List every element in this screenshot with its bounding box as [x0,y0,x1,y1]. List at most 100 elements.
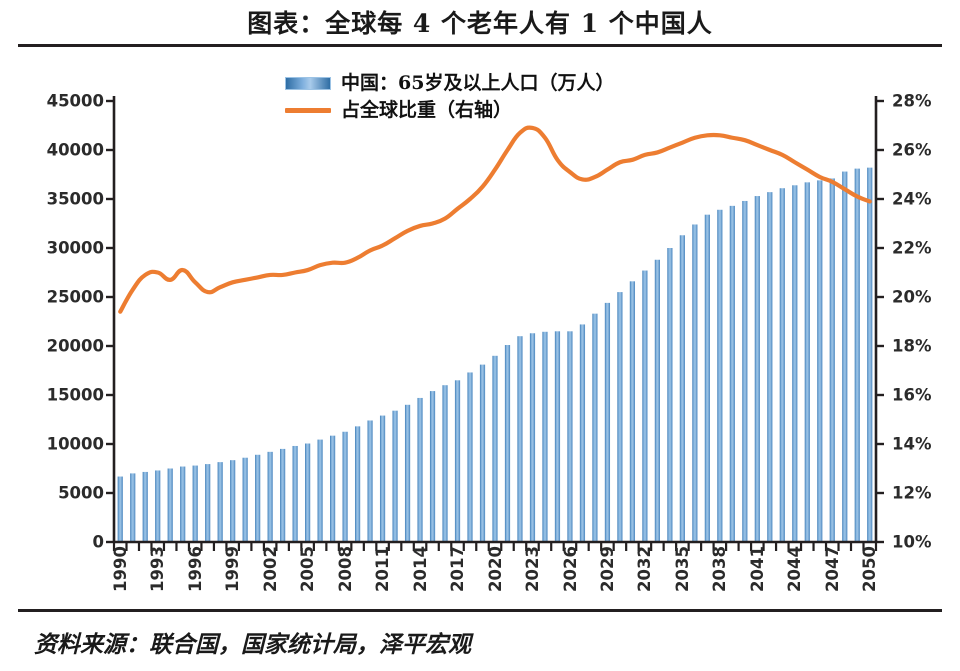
bar [717,209,723,542]
bar [317,439,323,542]
bar [579,324,586,542]
bar [829,178,835,543]
x-axis-tick: 2041 [743,546,771,616]
x-axis-tick: 2050 [856,546,884,616]
bar [280,448,286,542]
bar [255,454,261,542]
x-axis-tick-label: 2011 [373,546,393,592]
x-axis-tick: 2005 [294,546,322,616]
y-axis-right-tick-label: 20% [892,287,932,307]
bar [379,415,386,542]
y-axis-right-tick-label: 28% [892,91,932,111]
bar [367,420,373,542]
y-axis-left-tick-label: 25000 [46,287,104,307]
x-axis-tick: 2020 [481,546,509,616]
y-axis-left-tick-label: 45000 [46,91,104,111]
x-axis-tick-label: 1990 [110,546,130,592]
bar [130,473,136,542]
x-axis-tick: 2044 [781,546,809,616]
bar [729,205,735,543]
bar [404,404,411,542]
bar [842,171,848,542]
line-series [118,125,872,314]
x-axis-tick: 2035 [668,546,696,616]
x-axis-tick-label: 2014 [410,546,430,592]
y-axis-right-tick-label: 12% [892,483,932,503]
x-axis-tick-label: 1999 [223,546,243,592]
bar [354,426,361,542]
bar [704,214,710,542]
bar [492,355,498,542]
bar [742,200,748,542]
bar [305,443,311,542]
x-axis-tick-label: 1996 [185,546,205,592]
x-axis-tick: 2026 [556,546,584,616]
x-axis-tick-label: 1993 [148,546,168,592]
x-axis-tick-label: 2035 [672,546,692,592]
y-axis-left-tick-label: 30000 [46,238,104,258]
bar [292,445,298,542]
x-axis-tick: 2017 [444,546,472,616]
y-axis-left-tick-label: 15000 [46,385,104,405]
bar [217,462,223,542]
x-axis-tick: 1999 [219,546,247,616]
bar [779,188,785,542]
bar [617,292,623,542]
page-title: 图表：全球每 4 个老年人有 1 个中国人 [247,9,713,38]
x-axis-tick-label: 2047 [822,546,842,592]
x-axis-tick-label: 2017 [448,546,467,592]
y-axis-left-tick-label: 10000 [46,434,104,454]
x-axis-tick-label: 2002 [260,546,280,592]
bar [205,464,211,542]
bar [642,270,648,542]
divider-bottom [18,609,942,612]
legend-line-label: 占全球比重（右轴） [341,99,513,121]
bar [592,313,598,542]
y-axis-right-tick-label: 16% [892,385,932,405]
bar [542,331,548,542]
bar [504,345,511,542]
bar [654,259,660,542]
bar [854,168,860,542]
x-axis-tick-label: 2026 [560,546,580,592]
bar [454,380,461,542]
bar [192,465,198,542]
divider-top [18,44,942,47]
bar [792,185,798,542]
x-axis-tick: 1993 [144,546,172,616]
bar [679,235,685,542]
y-axis-right-tick-label: 26% [892,140,932,160]
bar [479,364,486,542]
bar [767,192,773,542]
legend-bar-swatch-icon [285,77,331,90]
bar [230,460,236,542]
bar [117,476,123,542]
chart-title-bar: 图表：全球每 4 个老年人有 1 个中国人 [0,0,960,44]
y-axis-left-tick-label: 35000 [46,189,104,209]
y-axis-left-tick-label: 20000 [46,336,104,356]
bar [629,281,636,542]
bar [242,457,248,542]
x-axis-tick-label: 2020 [485,546,505,592]
bar [167,468,173,542]
bar [567,331,573,542]
y-axis-right-tick-label: 22% [892,238,932,258]
x-axis-tick: 2014 [406,546,434,616]
bar [392,410,398,542]
x-axis-tick: 2038 [706,546,734,616]
bar [142,471,148,542]
source-text: 资料来源：联合国，国家统计局，泽平宏观 [34,631,471,658]
x-axis-tick-label: 2044 [785,546,805,592]
x-axis-tick: 2047 [818,546,846,616]
x-axis-tick-label: 2050 [860,546,880,592]
x-axis-tick: 2032 [631,546,659,616]
legend-line-swatch-icon [285,108,331,113]
x-axis-tick-label: 2041 [747,546,767,592]
x-axis-tick-label: 2029 [597,546,617,592]
x-axis-tick: 2008 [331,546,359,616]
bar [692,224,698,543]
bar [554,331,561,542]
y-axis-right-tick-label: 14% [892,434,932,454]
x-axis-tick: 2002 [256,546,284,616]
